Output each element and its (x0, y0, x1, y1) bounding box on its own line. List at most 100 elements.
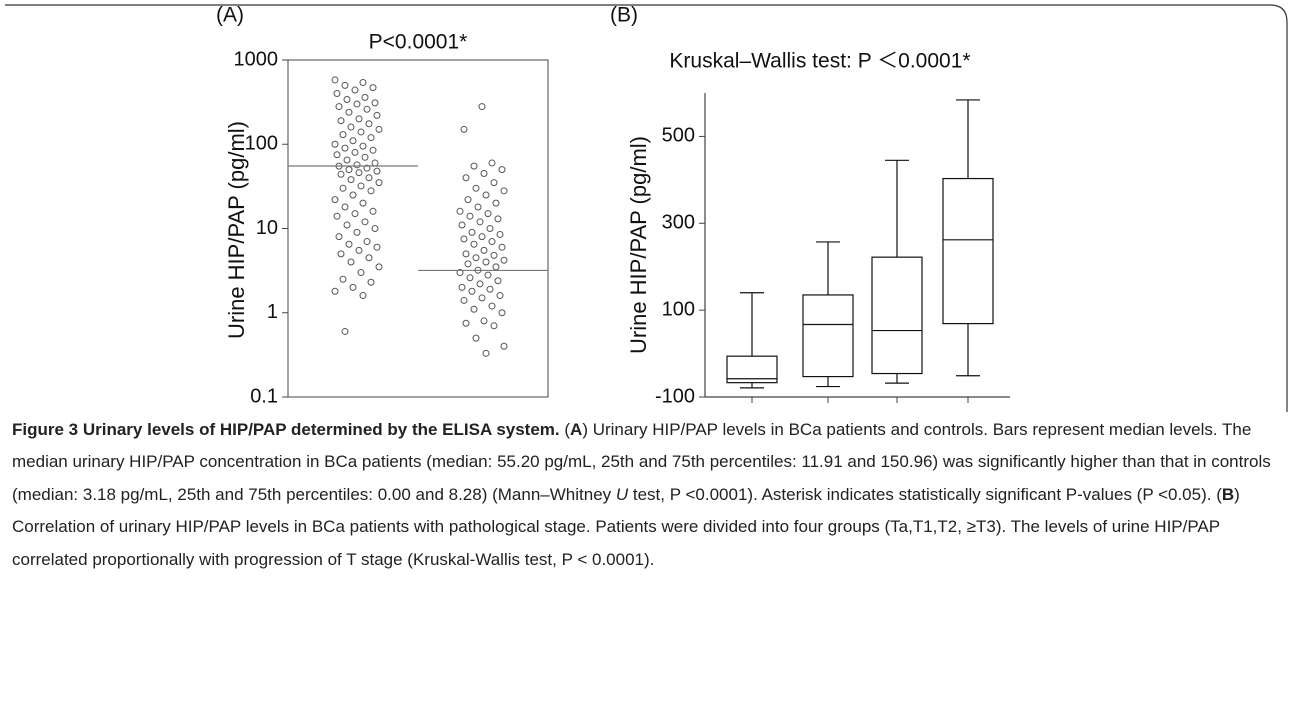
point (353, 100, 361, 108)
point (488, 302, 496, 310)
y-tick-label: 0.1 (250, 385, 278, 407)
point (498, 309, 506, 317)
point (337, 170, 345, 178)
point (341, 81, 349, 89)
point (355, 115, 363, 123)
chart-title: Kruskal–Wallis test: P ＜0.0001* (669, 50, 970, 73)
point (353, 228, 361, 236)
point (470, 240, 478, 248)
point (337, 250, 345, 258)
point (500, 342, 508, 350)
point (460, 296, 468, 304)
plot-frame (287, 59, 549, 398)
point (462, 250, 470, 258)
caption-text: ) Correlation of urinary HIP/PAP levels … (12, 484, 1240, 569)
point (357, 182, 365, 190)
point (492, 199, 500, 207)
point (375, 125, 383, 133)
point (349, 137, 357, 145)
caption-text: ( (559, 420, 571, 439)
point (339, 131, 347, 139)
point (464, 260, 472, 268)
point (466, 212, 474, 220)
point (458, 283, 466, 291)
point (341, 327, 349, 335)
point (351, 148, 359, 156)
point (373, 111, 381, 119)
point (488, 238, 496, 246)
point (331, 140, 339, 148)
point (480, 317, 488, 325)
y-tick-label: 500 (662, 125, 695, 147)
point (331, 196, 339, 204)
figure: (A) P<0.0001* Urine HIP/PAP (pg/ml) 0.1 1 10 1… (5, 4, 1288, 412)
y-tick-label: 10 (256, 217, 278, 239)
point (492, 263, 500, 271)
point (335, 233, 343, 241)
point (365, 254, 373, 262)
point (333, 151, 341, 159)
point (498, 166, 506, 174)
point (367, 134, 375, 142)
point (371, 159, 379, 167)
point (355, 169, 363, 177)
caption-text: B (1221, 484, 1235, 504)
point (462, 174, 470, 182)
point (371, 99, 379, 107)
point (345, 166, 353, 174)
point (458, 221, 466, 229)
point (478, 294, 486, 302)
point (456, 207, 464, 215)
point (472, 334, 480, 342)
point (484, 210, 492, 218)
point (468, 287, 476, 295)
point (490, 179, 498, 187)
point (373, 243, 381, 251)
point (375, 179, 383, 187)
point (494, 215, 502, 223)
point (373, 167, 381, 175)
point (490, 322, 498, 330)
caption: Figure 3 Urinary levels of HIP/PAP deter… (12, 414, 1280, 576)
y-tick-label: -100 (655, 385, 695, 407)
point (331, 76, 339, 84)
point (337, 117, 345, 125)
point (335, 103, 343, 111)
point (490, 251, 498, 259)
panel-label: (A) (216, 4, 244, 27)
caption-text: ) Urinary HIP/PAP levels in BCa patients… (12, 420, 1271, 504)
point (474, 203, 482, 211)
point (468, 228, 476, 236)
point (365, 174, 373, 182)
point (339, 184, 347, 192)
point (349, 191, 357, 199)
point (365, 120, 373, 128)
point (359, 199, 367, 207)
point (371, 225, 379, 232)
point (494, 277, 502, 285)
point (496, 292, 504, 300)
point (462, 319, 470, 327)
point (361, 218, 369, 226)
point (359, 142, 367, 150)
point (488, 159, 496, 167)
point (359, 79, 367, 87)
point (470, 305, 478, 313)
chart-title: P<0.0001* (369, 31, 468, 54)
point (357, 128, 365, 136)
point (472, 254, 480, 262)
point (466, 274, 474, 282)
point (476, 280, 484, 288)
point (460, 125, 468, 133)
caption-title: Figure 3 Urinary levels of HIP/PAP deter… (12, 420, 560, 439)
box (942, 177, 994, 325)
y-axis-label: Urine HIP/PAP (pg/ml) (224, 121, 249, 339)
point (460, 235, 468, 243)
point (480, 246, 488, 254)
point (369, 84, 377, 92)
point (476, 218, 484, 226)
point (333, 212, 341, 220)
caption-text: U (615, 484, 629, 504)
y-tick-label: 100 (245, 133, 278, 155)
point (343, 95, 351, 103)
